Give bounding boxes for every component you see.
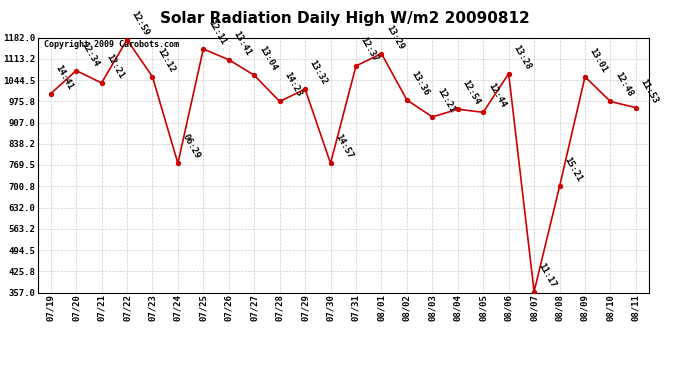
Text: 12:48: 12:48 [613, 71, 634, 99]
Point [248, 72, 259, 78]
Text: 12:37: 12:37 [359, 35, 380, 63]
Text: 13:01: 13:01 [588, 46, 609, 74]
Text: 11:53: 11:53 [639, 77, 660, 105]
Text: 12:11: 12:11 [206, 18, 227, 46]
Text: 13:41: 13:41 [232, 29, 253, 57]
Text: 06:29: 06:29 [181, 133, 202, 160]
Point [45, 91, 56, 97]
Point [121, 37, 132, 43]
Point [477, 109, 489, 115]
Text: 15:21: 15:21 [562, 156, 584, 184]
Point [580, 74, 591, 80]
Point [427, 114, 438, 120]
Point [147, 74, 158, 80]
Point [605, 99, 616, 105]
Text: 12:21: 12:21 [435, 86, 456, 114]
Text: 13:32: 13:32 [308, 58, 329, 86]
Point [70, 68, 81, 74]
Text: 12:59: 12:59 [130, 9, 151, 37]
Point [325, 160, 336, 166]
Point [96, 80, 107, 86]
Text: 12:44: 12:44 [486, 82, 507, 110]
Point [376, 51, 387, 57]
Point [224, 57, 235, 63]
Text: 13:04: 13:04 [257, 45, 278, 72]
Text: 11:17: 11:17 [537, 261, 558, 289]
Point [198, 46, 209, 52]
Text: 13:28: 13:28 [511, 43, 533, 71]
Text: 14:23: 14:23 [282, 71, 304, 99]
Point [631, 105, 642, 111]
Text: 12:34: 12:34 [79, 40, 100, 68]
Point [503, 70, 514, 76]
Point [274, 99, 285, 105]
Text: Copyright 2009 Carobots.com: Copyright 2009 Carobots.com [44, 40, 179, 49]
Text: 14:41: 14:41 [53, 63, 75, 91]
Text: 12:12: 12:12 [155, 46, 177, 74]
Point [452, 106, 463, 112]
Text: 14:57: 14:57 [333, 133, 355, 160]
Text: 12:54: 12:54 [460, 79, 482, 106]
Point [172, 160, 184, 166]
Point [402, 97, 413, 103]
Point [529, 289, 540, 295]
Point [299, 86, 310, 92]
Text: 12:21: 12:21 [104, 53, 126, 80]
Text: 13:36: 13:36 [410, 69, 431, 97]
Text: 13:29: 13:29 [384, 23, 406, 51]
Point [351, 63, 362, 69]
Point [554, 183, 565, 189]
Text: Solar Radiation Daily High W/m2 20090812: Solar Radiation Daily High W/m2 20090812 [160, 11, 530, 26]
